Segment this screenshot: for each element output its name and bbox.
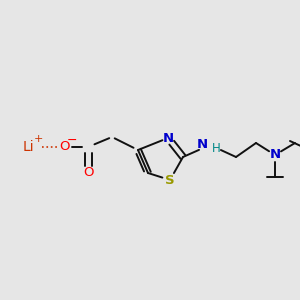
Text: N: N bbox=[197, 139, 208, 152]
Text: O: O bbox=[83, 166, 93, 178]
Text: Li: Li bbox=[22, 140, 34, 154]
Text: N: N bbox=[269, 148, 281, 161]
Text: −: − bbox=[67, 134, 77, 146]
Text: N: N bbox=[162, 131, 174, 145]
Text: S: S bbox=[165, 173, 175, 187]
Text: +: + bbox=[33, 134, 43, 144]
Text: H: H bbox=[212, 142, 221, 154]
Text: O: O bbox=[60, 140, 70, 154]
